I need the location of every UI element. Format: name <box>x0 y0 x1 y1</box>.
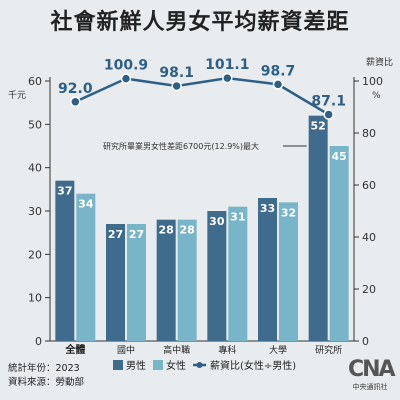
legend-female-swatch <box>153 360 163 370</box>
bar-female <box>127 224 146 341</box>
bar-male <box>156 219 176 341</box>
legend-female-label: 女性 <box>166 359 186 372</box>
bar-male-value: 52 <box>311 120 326 133</box>
ratio-point <box>222 72 233 84</box>
right-tick-label: 100 <box>362 75 383 88</box>
bar-female <box>177 219 197 341</box>
bar-male <box>207 211 227 341</box>
footer: 統計年份：2023 資料來源：勞動部 <box>8 362 84 390</box>
bar-male <box>258 198 277 341</box>
left-axis-unit: 千元 <box>8 90 26 101</box>
ratio-line <box>74 76 330 116</box>
bar-male <box>106 224 125 341</box>
bar-female <box>228 206 248 341</box>
bar-male <box>308 115 328 342</box>
ratio-value-label: 100.9 <box>104 58 148 74</box>
annotation-text: 研究所畢業男女性差距6700元(12.9%)最大 <box>103 141 259 151</box>
left-tick-label: 60 <box>28 75 42 88</box>
category-label: 研究所 <box>315 344 342 356</box>
bar-female <box>329 146 349 341</box>
stat-year-text: 統計年份：2023 <box>8 363 80 374</box>
bar-male-value: 30 <box>209 215 225 228</box>
category-label: 大學 <box>269 344 287 356</box>
legend-male-swatch <box>113 360 123 370</box>
left-tick-label: 20 <box>28 248 42 261</box>
bar-female <box>279 202 298 341</box>
bar-male-value: 33 <box>260 202 275 215</box>
bar-male-value: 27 <box>108 228 123 241</box>
right-tick-label: 60 <box>362 179 376 192</box>
ratio-point <box>171 80 182 92</box>
logo-subtext: 中央通訊社 <box>352 383 388 391</box>
chart-title: 社會新鮮人男女平均薪資差距 <box>50 10 350 35</box>
category-label: 專科 <box>218 344 236 356</box>
bar-male <box>55 180 75 341</box>
bar-male-value: 37 <box>57 185 72 198</box>
ratio-value-label: 101.1 <box>205 57 249 73</box>
data-source-text: 資料來源：勞動部 <box>8 377 85 388</box>
right-axis-unit: % <box>372 91 381 101</box>
left-tick-label: 0 <box>35 335 42 348</box>
category-label: 高中職 <box>163 344 190 356</box>
category-label: 國中 <box>117 344 135 356</box>
right-tick-label: 0 <box>362 335 369 348</box>
legend-ratio-marker <box>196 362 203 368</box>
right-tick-label: 40 <box>362 231 376 244</box>
ratio-point <box>272 79 284 90</box>
bar-female <box>76 193 96 341</box>
left-tick-label: 10 <box>28 292 42 305</box>
bar-female-value: 28 <box>180 224 195 237</box>
left-tick-label: 40 <box>28 162 42 175</box>
left-tick-label: 30 <box>28 205 42 218</box>
ratio-point <box>323 109 334 120</box>
ratio-value-label: 98.1 <box>159 65 194 81</box>
logo-mark: CNA <box>348 357 396 382</box>
ratio-point <box>70 96 81 108</box>
legend-ratio-label: 薪資比(女性÷男性) <box>210 359 296 372</box>
right-tick-label: 80 <box>362 127 376 140</box>
bar-female-value: 27 <box>129 228 144 241</box>
right-tick-label: 20 <box>362 283 376 296</box>
left-tick-label: 50 <box>28 118 42 131</box>
bar-male-value: 28 <box>159 224 174 237</box>
bar-female-value: 34 <box>78 198 94 211</box>
bar-female-value: 31 <box>230 211 245 224</box>
ratio-value-label: 92.0 <box>58 81 93 97</box>
ratio-value-label: 87.1 <box>311 94 346 110</box>
legend-male-label: 男性 <box>126 359 146 372</box>
cna-logo: CNA 中央通訊社 <box>348 357 396 392</box>
right-axis-title: 薪資比 <box>366 56 393 68</box>
bar-female-value: 32 <box>281 206 296 219</box>
category-label: 全體 <box>64 343 85 356</box>
ratio-point <box>120 73 132 84</box>
bar-female-value: 45 <box>332 150 347 163</box>
ratio-value-label: 98.7 <box>261 63 296 79</box>
